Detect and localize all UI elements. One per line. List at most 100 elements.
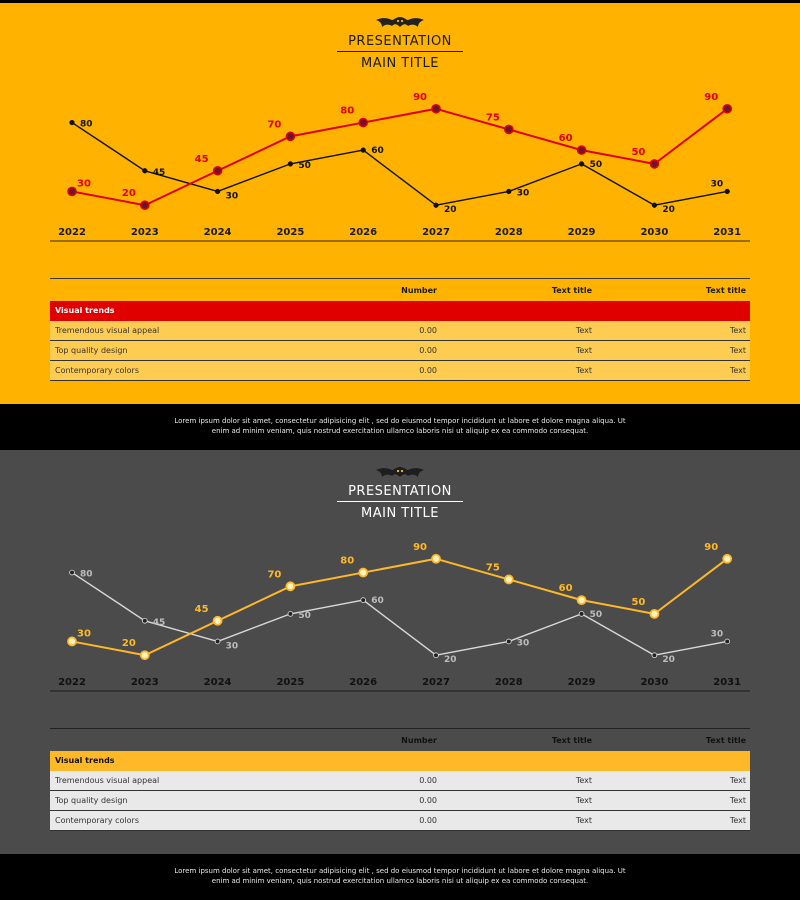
- row-text: Text: [729, 816, 746, 825]
- bat-icon: [376, 467, 424, 477]
- data-point: [358, 567, 369, 578]
- col-header-text-title: Text title: [551, 736, 592, 745]
- x-tick-label: 2026: [349, 227, 377, 238]
- data-label: 45: [153, 618, 166, 628]
- data-point: [285, 131, 296, 142]
- x-tick-label: 2028: [495, 677, 523, 688]
- data-point: [69, 119, 75, 126]
- data-label: 20: [122, 188, 136, 199]
- footer-text: Lorem ipsum dolor sit amet, consectetur …: [174, 417, 626, 435]
- data-label: 45: [153, 168, 166, 178]
- x-tick-label: 2027: [422, 227, 450, 238]
- data-label: 20: [444, 205, 457, 215]
- x-tick-label: 2031: [713, 677, 741, 688]
- row-label: Top quality design: [55, 346, 128, 355]
- data-label: 30: [517, 188, 530, 198]
- table-band-row: Visual trends: [50, 751, 750, 771]
- data-point: [433, 202, 439, 208]
- data-label: 50: [590, 160, 603, 170]
- data-label: 50: [590, 610, 603, 620]
- series-line-a: [71, 107, 728, 207]
- data-point: [722, 553, 733, 564]
- col-header-text-title: Text title: [705, 286, 746, 295]
- x-tick-label: 2022: [58, 227, 86, 238]
- table-row: Contemporary colors 0.00 Text Text: [50, 361, 750, 381]
- row-label: Tremendous visual appeal: [55, 776, 160, 785]
- data-label: 60: [371, 146, 384, 156]
- table-header: Number Text title Text title: [50, 728, 750, 751]
- row-text: Text: [729, 796, 746, 805]
- data-label: 50: [631, 597, 645, 608]
- data-label: 50: [298, 161, 311, 171]
- data-point: [578, 611, 585, 617]
- data-point: [503, 124, 514, 135]
- footer: Lorem ipsum dolor sit amet, consectetur …: [0, 404, 800, 450]
- data-point: [433, 652, 439, 659]
- series-line-b: [71, 571, 728, 656]
- data-table: Number Text title Text title Visual tren…: [50, 278, 750, 381]
- row-text: Text: [729, 366, 746, 375]
- x-tick-label: 2029: [568, 677, 596, 688]
- footer: Lorem ipsum dolor sit amet, consectetur …: [0, 854, 800, 900]
- data-point: [576, 595, 587, 606]
- col-header-number: Number: [401, 736, 437, 745]
- data-point: [360, 147, 366, 153]
- table-row: Top quality design 0.00 Text Text: [50, 341, 750, 361]
- data-label: 20: [662, 655, 675, 665]
- row-text: Text: [575, 366, 592, 375]
- row-text: Text: [729, 776, 746, 785]
- data-label: 30: [226, 641, 239, 651]
- data-point: [142, 168, 148, 174]
- data-label: 80: [80, 570, 93, 580]
- data-label: 45: [195, 604, 209, 615]
- row-number: 0.00: [419, 796, 437, 805]
- data-point: [576, 145, 587, 155]
- data-label: 75: [486, 562, 500, 573]
- slide-header: PRESENTATION MAIN TITLE: [0, 464, 800, 522]
- data-label: 75: [486, 112, 500, 123]
- data-point: [67, 636, 77, 647]
- data-point: [651, 202, 658, 208]
- row-text: Text: [575, 326, 592, 335]
- data-point: [431, 553, 441, 564]
- data-point: [724, 638, 730, 645]
- data-label: 80: [80, 120, 93, 130]
- row-label: Contemporary colors: [55, 366, 139, 375]
- data-label: 30: [711, 179, 724, 189]
- data-point: [69, 569, 75, 576]
- row-label: Top quality design: [55, 796, 128, 805]
- data-point: [67, 186, 77, 197]
- data-point: [724, 188, 730, 195]
- title-line-1: PRESENTATION: [348, 34, 452, 49]
- data-point: [431, 103, 441, 114]
- data-label: 30: [77, 628, 91, 639]
- x-tick-label: 2029: [568, 227, 596, 238]
- row-text: Text: [729, 326, 746, 335]
- data-point: [360, 597, 367, 603]
- data-point: [139, 650, 150, 661]
- title-line-2: MAIN TITLE: [361, 506, 439, 521]
- data-label: 50: [298, 611, 311, 621]
- footer-text: Lorem ipsum dolor sit amet, consectetur …: [174, 867, 626, 885]
- table-row: Tremendous visual appeal 0.00 Text Text: [50, 321, 750, 341]
- data-label: 60: [559, 583, 573, 594]
- title-divider: [337, 51, 463, 52]
- data-label: 60: [559, 133, 573, 144]
- series-line-a: [71, 557, 728, 657]
- series-line-b: [71, 121, 728, 206]
- x-tick-label: 2025: [276, 677, 304, 688]
- line-chart: 2022 2023 2024 2025 2026 2027 2028 2029 2030 2031…: [50, 542, 750, 692]
- title-line-2: MAIN TITLE: [361, 56, 439, 71]
- row-number: 0.00: [419, 816, 437, 825]
- data-label: 30: [226, 191, 239, 201]
- data-point: [503, 574, 514, 585]
- data-label: 20: [662, 205, 675, 215]
- data-label: 30: [77, 178, 91, 189]
- row-label: Contemporary colors: [55, 816, 139, 825]
- row-number: 0.00: [419, 366, 437, 375]
- data-label: 90: [704, 92, 718, 103]
- x-tick-label: 2025: [276, 227, 304, 238]
- row-label: Tremendous visual appeal: [55, 326, 160, 335]
- x-tick-label: 2023: [131, 677, 159, 688]
- data-point: [578, 161, 585, 167]
